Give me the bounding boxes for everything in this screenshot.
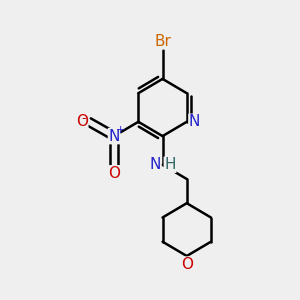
Text: Br: Br [154, 34, 171, 49]
Text: -: - [81, 112, 85, 125]
Text: N: N [149, 157, 161, 172]
Text: +: + [116, 124, 125, 134]
Text: O: O [76, 114, 88, 129]
Text: N: N [109, 129, 120, 144]
Text: N: N [189, 114, 200, 129]
Text: O: O [108, 166, 120, 181]
Text: O: O [181, 257, 193, 272]
Text: H: H [164, 157, 176, 172]
